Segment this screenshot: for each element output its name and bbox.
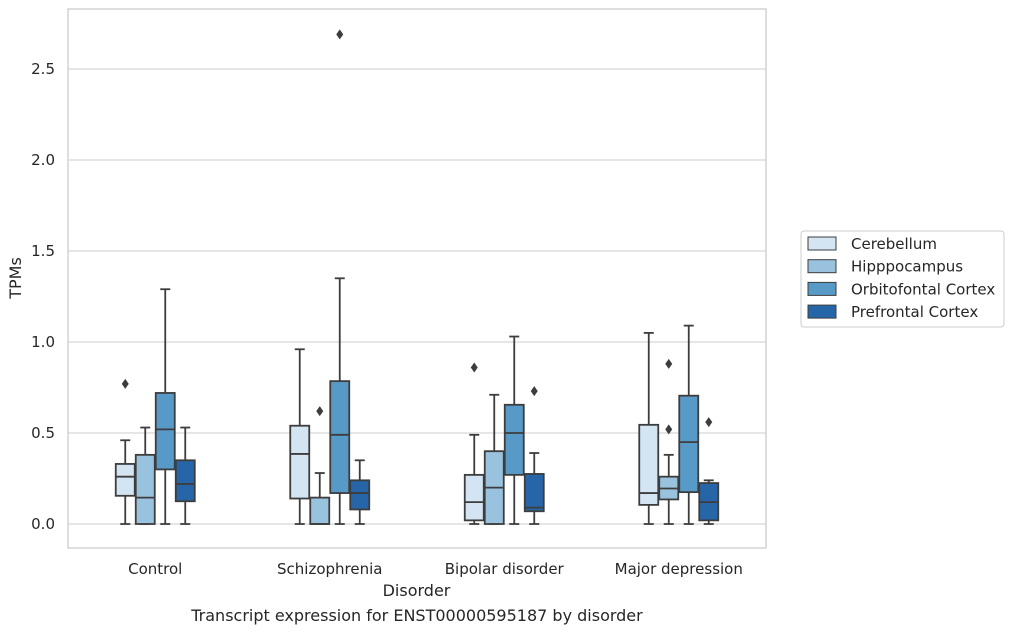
plot-border: [67, 8, 767, 549]
y-tick-label: 1.5: [31, 242, 55, 260]
box-iqr: [678, 394, 700, 494]
x-axis-label: Disorder: [383, 581, 451, 600]
box-0-2: [154, 288, 176, 525]
box-iqr: [289, 424, 311, 500]
box-iqr: [523, 473, 545, 513]
box-3-2: [678, 324, 700, 525]
box-1-0: [289, 348, 311, 525]
x-tick-label: Major depression: [615, 560, 743, 578]
box-2-1: [483, 393, 505, 525]
outlier-point: [121, 378, 129, 389]
box-3-3: [698, 417, 720, 525]
box-3-0: [638, 331, 660, 525]
box-iqr: [638, 423, 660, 506]
box-iqr: [349, 479, 371, 511]
legend-swatch: [807, 281, 837, 296]
box-layer: [114, 29, 720, 525]
box-1-1: [309, 406, 331, 525]
box-2-2: [503, 335, 525, 525]
box-iqr: [503, 403, 525, 476]
box-0-0: [114, 378, 136, 525]
legend: Cerebellum Hipppocampus Orbitofontal Corte…: [800, 230, 1005, 328]
box-2-0: [463, 362, 485, 525]
outlier-point: [470, 362, 478, 373]
legend-swatch: [807, 236, 837, 251]
figure-caption: Transcript expression for ENST0000059518…: [191, 606, 643, 625]
legend-frame: [800, 230, 1005, 328]
box-0-1: [134, 426, 156, 525]
y-tick-label: 1.0: [31, 333, 55, 351]
outlier-point: [316, 406, 324, 417]
plot-frame: [67, 8, 767, 549]
legend-label: Cerebellum: [851, 235, 937, 253]
box-iqr: [174, 459, 196, 503]
tick-layer: 0.0 0.5 1.0 1.5 2.0 2.5 Control Schizophrenia Bi…: [31, 60, 743, 578]
legend-swatch: [807, 259, 837, 274]
x-tick-label: Schizophrenia: [277, 560, 382, 578]
box-iqr: [463, 473, 485, 522]
box-iqr: [114, 463, 136, 497]
box-iqr: [134, 453, 156, 525]
legend-label: Hipppocampus: [851, 258, 963, 276]
box-1-3: [349, 459, 371, 525]
outlier-point: [336, 29, 344, 40]
y-tick-label: 2.5: [31, 60, 55, 78]
box-2-3: [523, 386, 545, 525]
outlier-point: [705, 417, 713, 428]
legend-swatch: [807, 304, 837, 319]
y-tick-label: 0.5: [31, 424, 55, 442]
outlier-point: [530, 386, 538, 397]
box-3-1: [658, 358, 680, 525]
legend-label: Prefrontal Cortex: [851, 303, 978, 321]
y-tick-label: 2.0: [31, 151, 55, 169]
box-iqr: [309, 496, 331, 525]
box-0-3: [174, 426, 196, 525]
y-axis-label: TPMs: [6, 257, 25, 300]
outlier-point: [665, 424, 673, 435]
y-tick-label: 0.0: [31, 515, 55, 533]
legend-label: Orbitofontal Cortex: [851, 280, 995, 298]
box-1-2: [329, 29, 351, 525]
outlier-point: [665, 358, 673, 369]
x-tick-label: Control: [128, 560, 182, 578]
box-iqr: [154, 392, 176, 471]
x-tick-label: Bipolar disorder: [445, 560, 565, 578]
box-iqr: [329, 380, 351, 494]
